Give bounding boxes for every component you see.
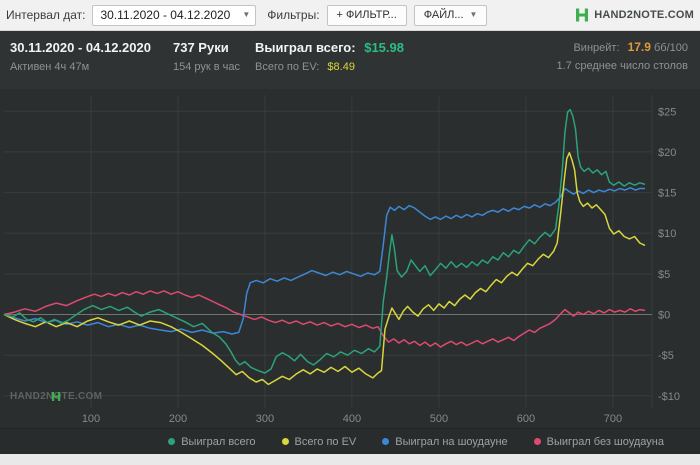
- legend-item-total[interactable]: Выиграл всего: [168, 435, 256, 448]
- chart-watermark: HAND2NOTE.COM: [10, 391, 102, 402]
- hands-per-hour-value: 154 рук в час: [173, 61, 241, 73]
- svg-text:$0: $0: [658, 310, 670, 322]
- stat-winnings: Выиграл всего: $15.98 Всего по EV: $8.49: [255, 40, 404, 73]
- svg-text:$15: $15: [658, 188, 676, 200]
- file-button[interactable]: ФАЙЛ... ▼: [413, 4, 488, 26]
- ev-total-row: Всего по EV: $8.49: [255, 61, 404, 73]
- chart-area: $25 $20 $15 $10 $5 $0 -$5 -$10 100 200 300 400 500 60…: [0, 89, 700, 428]
- svg-text:700: 700: [604, 413, 622, 425]
- legend-label: Выиграл всего: [181, 435, 256, 448]
- svg-text:400: 400: [343, 413, 361, 425]
- legend-item-ev[interactable]: Всего по EV: [281, 435, 357, 448]
- svg-text:$20: $20: [658, 147, 676, 159]
- legend-dot-icon: [382, 438, 390, 445]
- svg-text:500: 500: [430, 413, 448, 425]
- chevron-down-icon: ▼: [242, 10, 251, 19]
- winrate-label: Винрейт:: [573, 42, 620, 54]
- legend-item-nonshowdown[interactable]: Выиграл без шоудауна: [533, 435, 664, 448]
- stats-header: 30.11.2020 - 04.12.2020 Активен 4ч 47м 7…: [0, 31, 700, 89]
- toolbar: Интервал дат: 30.11.2020 - 04.12.2020 ▼ …: [0, 0, 700, 31]
- report-panel: 30.11.2020 - 04.12.2020 Активен 4ч 47м 7…: [0, 31, 700, 454]
- stat-winrate: Винрейт: 17.9 бб/100 1.7 среднее число с…: [556, 40, 688, 72]
- brand-logo: HAND2NOTE.COM: [574, 7, 694, 23]
- add-filter-button[interactable]: + ФИЛЬТР...: [326, 4, 407, 26]
- svg-text:$10: $10: [658, 228, 676, 240]
- date-interval-value: 30.11.2020 - 04.12.2020: [100, 8, 231, 22]
- ev-total-value: $8.49: [327, 61, 355, 73]
- legend-label: Выиграл без шоудауна: [546, 435, 664, 448]
- interval-label: Интервал дат:: [6, 8, 86, 22]
- legend-dot-icon: [168, 438, 176, 445]
- hands-value: 737 Руки: [173, 40, 229, 55]
- legend-item-showdown[interactable]: Выиграл на шоудауне: [382, 435, 508, 448]
- legend-dot-icon: [281, 438, 289, 445]
- chart-legend: Выиграл всего Всего по EV Выиграл на шоуда…: [0, 428, 700, 454]
- svg-text:200: 200: [169, 413, 187, 425]
- active-time-value: Активен 4ч 47м: [10, 61, 90, 73]
- date-range-value: 30.11.2020 - 04.12.2020: [10, 40, 151, 55]
- file-button-label: ФАЙЛ...: [423, 9, 464, 21]
- svg-text:$5: $5: [658, 269, 670, 281]
- chevron-down-icon: ▼: [469, 10, 478, 19]
- svg-text:300: 300: [256, 413, 274, 425]
- add-filter-label: + ФИЛЬТР...: [336, 9, 397, 21]
- won-total-row: Выиграл всего: $15.98: [255, 40, 404, 55]
- svg-text:-$10: -$10: [658, 391, 680, 403]
- ev-total-label: Всего по EV:: [255, 61, 320, 73]
- won-total-label: Выиграл всего:: [255, 40, 356, 55]
- svg-text:600: 600: [517, 413, 535, 425]
- brand-text: HAND2NOTE.COM: [594, 9, 694, 21]
- svg-text:$25: $25: [658, 106, 676, 118]
- winrate-units: бб/100: [653, 42, 688, 54]
- hand2note-h-icon: [52, 392, 61, 401]
- svg-text:-$5: -$5: [658, 350, 674, 362]
- svg-text:100: 100: [82, 413, 100, 425]
- stat-date-range: 30.11.2020 - 04.12.2020 Активен 4ч 47м: [10, 40, 173, 73]
- legend-label: Выиграл на шоудауне: [395, 435, 508, 448]
- bottom-strip: [0, 454, 700, 465]
- winrate-value: 17.9: [627, 40, 651, 54]
- legend-label: Всего по EV: [294, 435, 357, 448]
- legend-dot-icon: [533, 438, 541, 445]
- winnings-chart: $25 $20 $15 $10 $5 $0 -$5 -$10 100 200 300 400 500 60…: [3, 95, 680, 425]
- filters-label: Фильтры:: [267, 8, 320, 22]
- stat-hands: 737 Руки 154 рук в час: [173, 40, 255, 73]
- avg-tables-value: 1.7 среднее число столов: [556, 60, 688, 72]
- hand2note-h-icon: [576, 8, 589, 22]
- winrate-row: Винрейт: 17.9 бб/100: [556, 40, 688, 54]
- won-total-value: $15.98: [364, 40, 404, 55]
- date-interval-select[interactable]: 30.11.2020 - 04.12.2020 ▼: [92, 4, 257, 26]
